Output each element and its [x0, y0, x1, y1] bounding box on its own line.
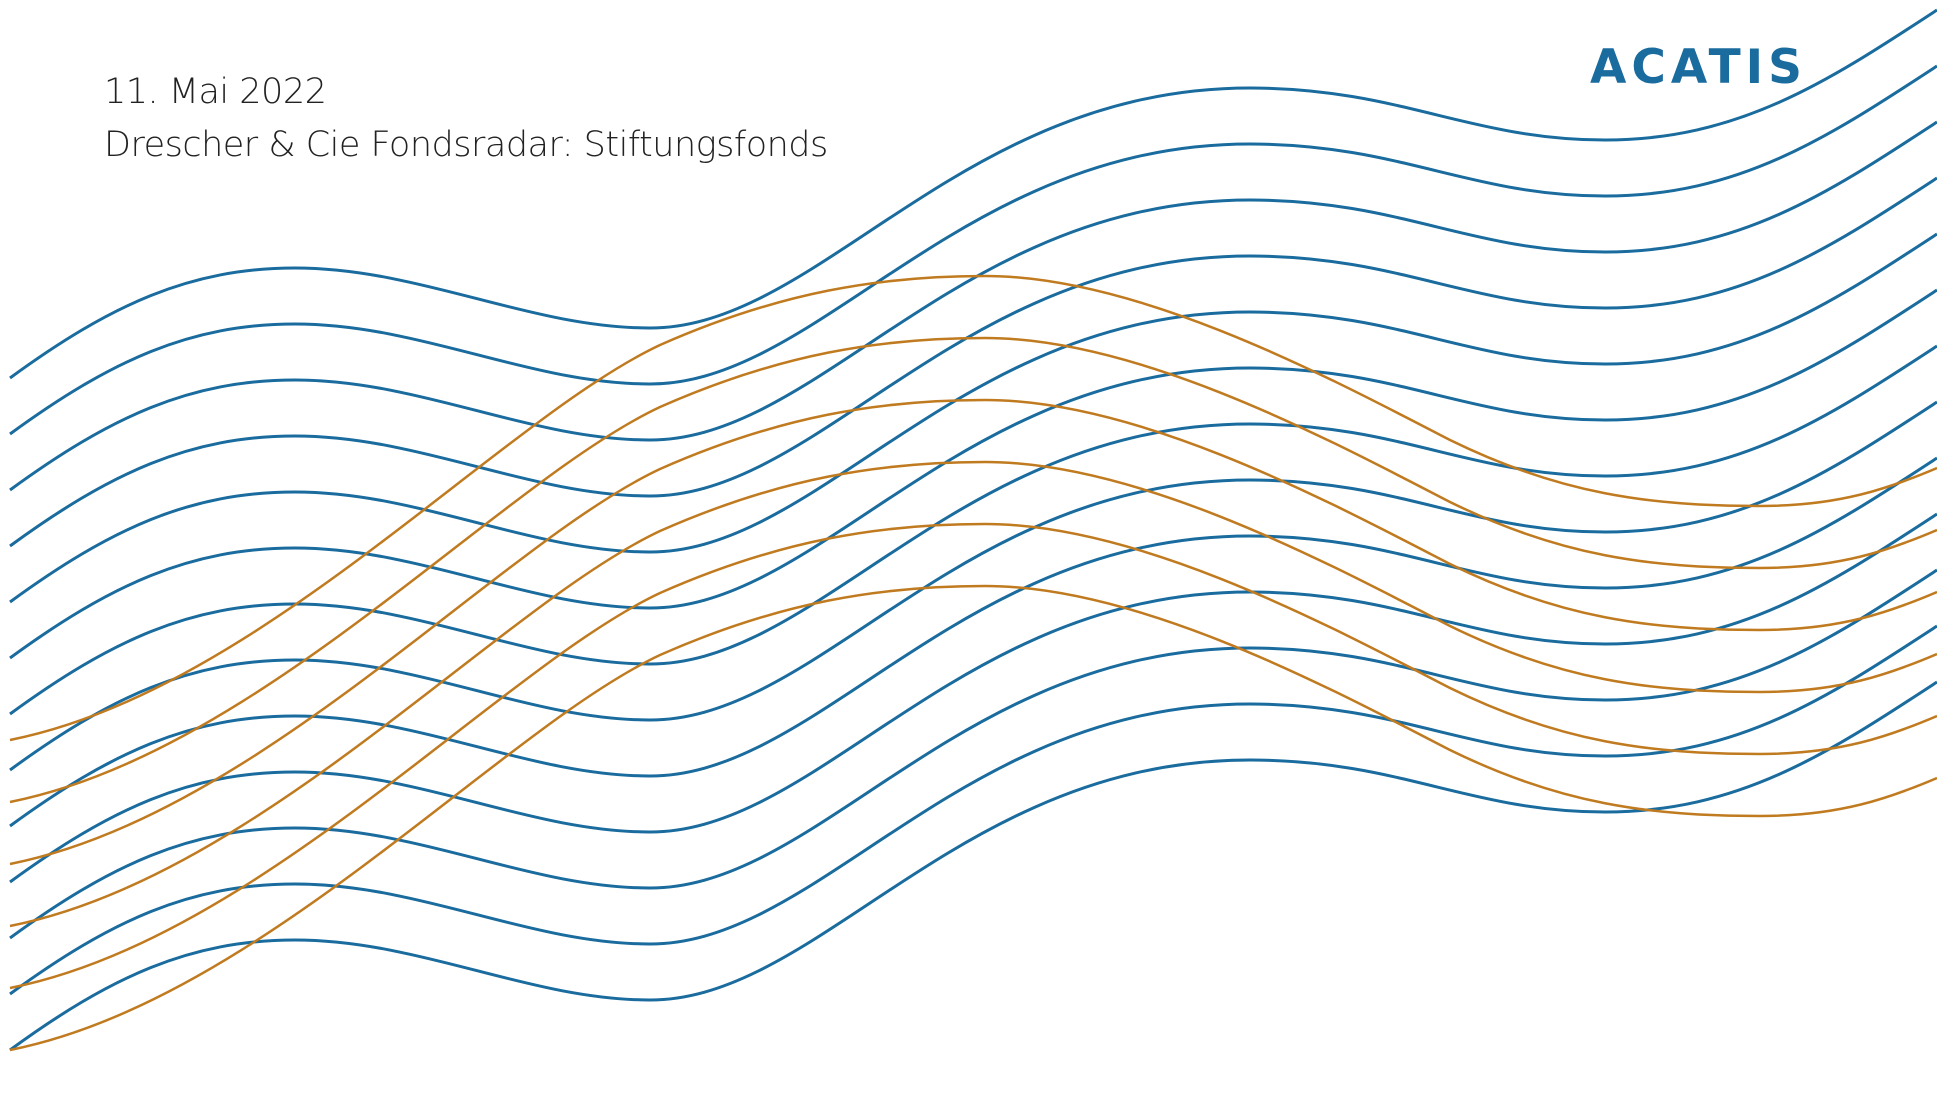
- blue-wave-line: [9, 456, 1937, 828]
- orange-wave-line: [9, 584, 1937, 1052]
- orange-wave-lines: [9, 274, 1937, 1052]
- blue-wave-line: [9, 512, 1937, 884]
- orange-wave-line: [9, 522, 1937, 990]
- blue-wave-line: [9, 568, 1937, 940]
- orange-wave-line: [9, 336, 1937, 804]
- title-block: 11. Mai 2022 Drescher & Cie Fondsradar: …: [104, 66, 828, 172]
- blue-wave-line: [9, 8, 1937, 380]
- blue-wave-line: [9, 680, 1937, 1052]
- blue-wave-line: [9, 624, 1937, 996]
- blue-wave-line: [9, 232, 1937, 604]
- blue-wave-line: [9, 120, 1937, 492]
- orange-wave-line: [9, 274, 1937, 742]
- blue-wave-lines: [9, 8, 1937, 1052]
- orange-wave-line: [9, 398, 1937, 866]
- orange-wave-line: [9, 460, 1937, 928]
- presentation-title: Drescher & Cie Fondsradar: Stiftungsfond…: [104, 125, 828, 165]
- acatis-logo: ACATIS: [1590, 40, 1807, 95]
- blue-wave-line: [9, 64, 1937, 436]
- blue-wave-line: [9, 176, 1937, 548]
- blue-wave-line: [9, 288, 1937, 660]
- presentation-date: 11. Mai 2022: [104, 72, 327, 112]
